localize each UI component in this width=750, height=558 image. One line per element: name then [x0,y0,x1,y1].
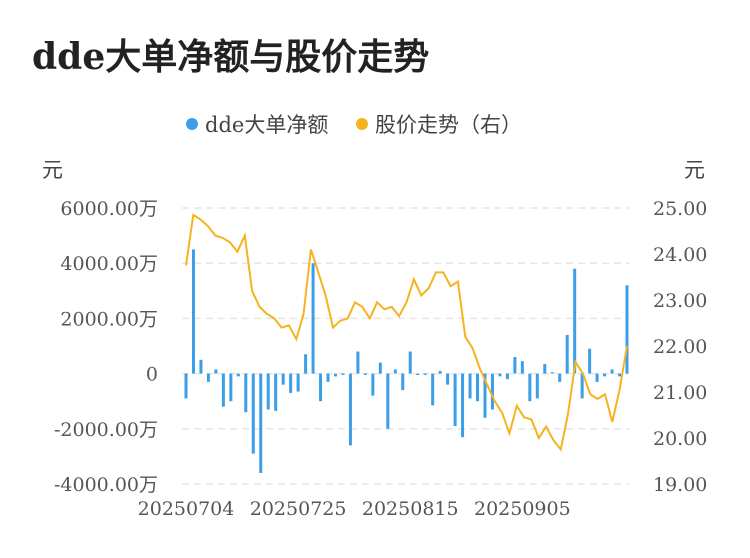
dde-bar [416,373,420,375]
dde-bar [214,369,218,374]
dde-bar [423,373,427,375]
dde-bar [319,373,323,402]
dde-bar [304,354,308,374]
right-tick-label: 22.00 [653,336,707,358]
left-axis: 6000.00万 4000.00万 2000.00万 0 -2000.00万 -4000.… [54,198,158,496]
dde-bar [408,351,412,374]
dde-bar [393,369,397,374]
dde-bar [266,373,270,410]
dde-bar [535,373,539,399]
dde-bar [191,249,195,374]
right-axis-unit: 元 [684,158,705,182]
dde-bar [453,373,457,427]
dde-bar [236,373,240,377]
dde-bar [498,373,502,377]
dde-bar [595,373,599,382]
dde-bar [580,373,584,399]
dde-bar [229,373,233,402]
dde-bar [371,373,375,396]
dde-bar [618,373,622,377]
dde-bar [490,373,494,410]
legend-marker-dde [186,118,198,130]
bar-series [184,249,629,473]
dde-bar [461,373,465,438]
dde-bar [625,285,629,374]
left-tick-label: 0 [146,364,158,386]
dde-bar [356,351,360,374]
dde-bar [199,359,203,374]
x-tick-label: 20250815 [362,498,459,520]
legend-label-price: 股价走势（右） [375,113,522,137]
legend-marker-price [356,118,368,130]
gridlines [182,207,629,485]
dde-bar [558,373,562,382]
dde-bar [378,362,382,374]
legend-label-dde: dde大单净额 [205,113,328,137]
right-tick-label: 21.00 [653,382,707,404]
dde-bar [431,373,435,406]
left-tick-label: 4000.00万 [60,253,158,275]
dde-bar [386,373,390,429]
legend: dde大单净额 股价走势（右） [186,113,522,137]
dde-bar [341,373,345,375]
dde-bar [483,373,487,418]
chart-title: dde大单净额与股价走势 [32,36,430,78]
dde-bar [289,373,293,393]
dde-bar [244,373,248,413]
dde-bar [296,373,300,392]
dde-bar [206,373,210,382]
left-tick-label: 6000.00万 [60,198,158,220]
dde-bar [363,373,367,375]
price-line [185,213,628,452]
dde-bar [348,373,352,446]
dde-bar [476,373,480,402]
dde-bar [550,372,554,374]
x-tick-label: 20250725 [250,498,347,520]
right-tick-label: 23.00 [653,290,707,312]
right-axis: 25.00 24.00 23.00 22.00 21.00 20.00 19.00 [653,198,707,496]
right-tick-label: 24.00 [653,244,707,266]
right-tick-label: 19.00 [653,474,707,496]
left-axis-unit: 元 [42,158,63,182]
dde-bar [513,357,517,374]
x-axis: 20250704 20250725 20250815 20250905 [138,498,571,520]
dde-bar [588,348,592,374]
x-tick-label: 20250704 [138,498,235,520]
dde-bar [221,373,225,407]
dde-bar [259,373,263,473]
dde-bar [446,373,450,385]
dde-bar [520,361,524,374]
dde-bar [326,373,330,382]
dde-bar [610,369,614,374]
right-tick-label: 25.00 [653,198,707,220]
dde-bar [438,370,442,374]
dde-bar [528,373,532,402]
left-tick-label: -4000.00万 [54,474,158,496]
dde-bar [505,373,509,380]
dde-bar [274,373,278,411]
right-tick-label: 20.00 [653,428,707,450]
dde-bar [333,373,337,377]
left-tick-label: 2000.00万 [60,308,158,330]
x-tick-label: 20250905 [474,498,571,520]
dde-bar [251,373,255,454]
dde-bar [281,373,285,385]
dde-bar [573,268,577,374]
dde-bar [401,373,405,391]
dde-bar [603,373,607,377]
dde-bar [468,373,472,399]
dde-bar [543,363,547,374]
dde-bar [565,334,569,374]
dde-bar [184,373,188,399]
left-tick-label: -2000.00万 [54,419,158,441]
dde-bar [311,263,315,374]
